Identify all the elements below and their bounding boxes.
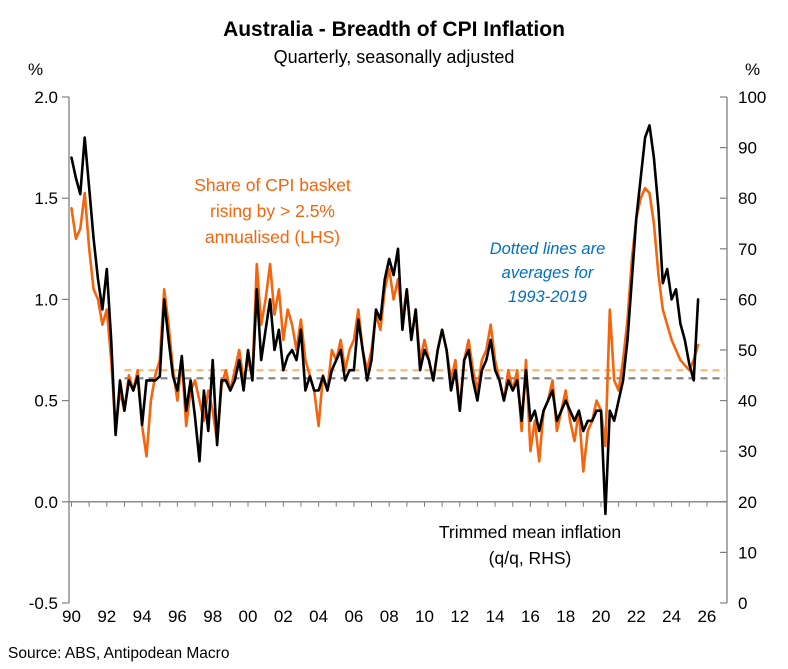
x-axis-tick-label: 22: [627, 607, 646, 626]
series-line-trimmed-mean: [70, 124, 700, 516]
y-axis-left-tick-label: -0.5: [29, 594, 58, 613]
x-axis-tick-label: 94: [133, 607, 152, 626]
y-axis-left-tick-label: 1.0: [34, 290, 58, 309]
y-axis-right-tick-label: 50: [738, 341, 757, 360]
x-axis-tick-label: 90: [62, 607, 81, 626]
x-axis-tick-label: 06: [344, 607, 363, 626]
annotation-line: Dotted lines are: [489, 240, 606, 258]
x-axis-tick-label: 04: [309, 607, 328, 626]
chart-title: Australia - Breadth of CPI Inflation: [223, 18, 565, 41]
y-axis-right-tick-label: 60: [738, 290, 757, 309]
y-axis-right-tick-label: 100: [738, 88, 766, 107]
x-axis-tick-label: 00: [239, 607, 258, 626]
y-axis-right-tick-label: 30: [738, 442, 757, 461]
y-axis-right-tick-label: 70: [738, 240, 757, 259]
annotation-share-series-label: Share of CPI basket rising by > 2.5% ann…: [140, 172, 405, 250]
annotation-line: averages for: [501, 264, 594, 282]
y-axis-left-tick-label: 0.5: [34, 392, 58, 411]
x-axis-tick-label: 12: [450, 607, 469, 626]
source-note: Source: ABS, Antipodean Macro: [8, 645, 230, 662]
y-axis-right-tick-label: 90: [738, 139, 757, 158]
right-axis-unit-label: %: [745, 60, 761, 79]
left-axis-unit-label: %: [28, 60, 44, 79]
annotation-line: Trimmed mean inflation: [438, 522, 622, 542]
annotation-line: rising by > 2.5%: [210, 201, 335, 221]
x-axis-tick-label: 20: [592, 607, 611, 626]
y-axis-right-tick-label: 20: [738, 493, 757, 512]
annotation-line: (q/q, RHS): [488, 548, 572, 568]
y-axis-left-tick-label: 2.0: [34, 88, 58, 107]
y-axis-right-tick-label: 40: [738, 392, 757, 411]
x-axis-tick-label: 96: [168, 607, 187, 626]
annotation-line: annualised (LHS): [204, 227, 341, 247]
x-axis-tick-label: 10: [415, 607, 434, 626]
y-axis-right-tick-label: 0: [738, 594, 747, 613]
annotation-line: 1993-2019: [508, 288, 587, 306]
x-axis-tick-label: 18: [556, 607, 575, 626]
y-axis-right-tick-label: 10: [738, 543, 757, 562]
annotation-dotted-lines-note: Dotted lines are averages for 1993-2019: [425, 237, 670, 309]
x-axis-tick-label: 08: [380, 607, 399, 626]
x-axis-tick-label: 02: [274, 607, 293, 626]
y-axis-left-tick-label: 1.5: [34, 189, 58, 208]
x-axis-tick-label: 14: [486, 607, 505, 626]
x-axis-tick-label: 26: [697, 607, 716, 626]
x-axis-tick-label: 24: [662, 607, 681, 626]
x-axis-tick-label: 16: [521, 607, 540, 626]
x-axis-tick-label: 98: [203, 607, 222, 626]
y-axis-right-tick-label: 80: [738, 189, 757, 208]
x-axis-tick-label: 92: [97, 607, 116, 626]
y-axis-left-tick-label: 0.0: [34, 493, 58, 512]
annotation-line: Share of CPI basket: [194, 175, 351, 195]
chart-subtitle: Quarterly, seasonally adjusted: [273, 47, 515, 67]
annotation-trimmed-mean-series-label: Trimmed mean inflation (q/q, RHS): [395, 519, 665, 571]
